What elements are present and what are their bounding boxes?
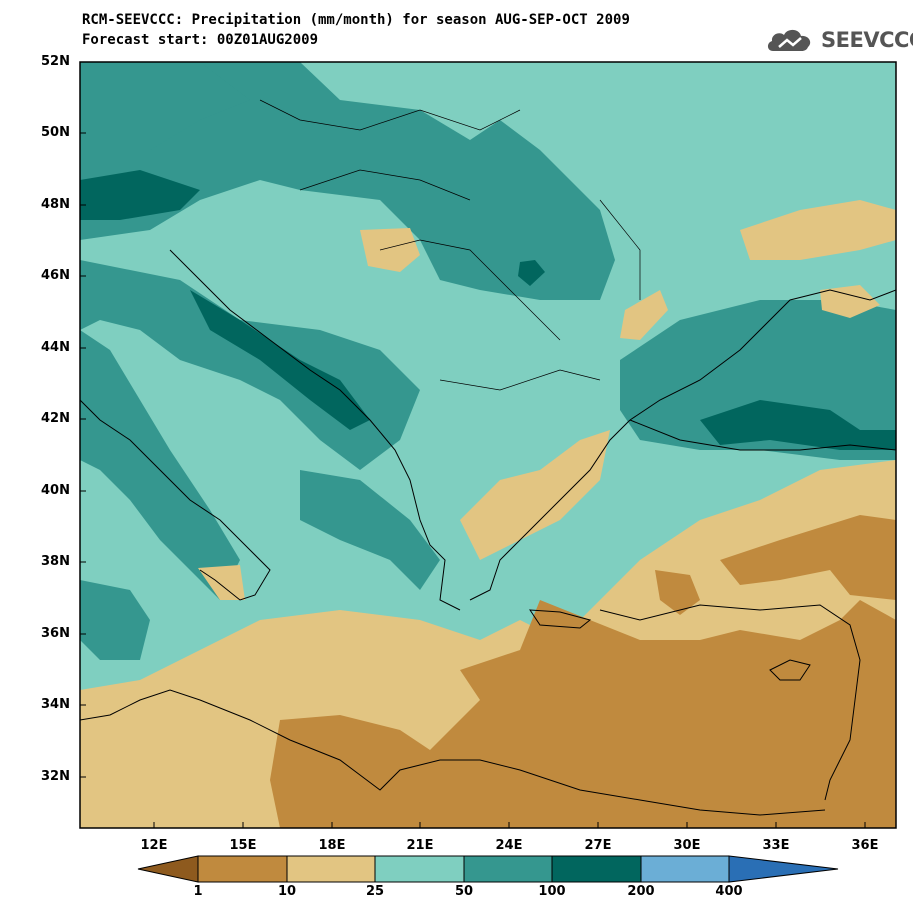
- colorbar: [137, 855, 839, 883]
- lat-label: 44N: [41, 340, 70, 355]
- coast-blacksea-north: [629, 289, 896, 421]
- colorbar-label: 25: [365, 884, 385, 899]
- coast-africa: [80, 689, 826, 816]
- coast-italy: [80, 399, 271, 601]
- precipitation-field: [80, 62, 896, 828]
- coast-levant: [599, 604, 861, 801]
- colorbar-swatch-200-400: [640, 855, 730, 883]
- lat-ticks: [80, 61, 86, 778]
- colorbar-label: 10: [277, 884, 297, 899]
- lat-label: 36N: [41, 626, 70, 641]
- colorbar-swatch-10-25: [286, 855, 376, 883]
- coast-crete: [529, 609, 592, 629]
- colorbar-label: 1: [193, 884, 203, 899]
- field-10-25-crimea: [820, 285, 880, 318]
- colorbar-swatch-lt1: [137, 855, 199, 883]
- coast-adriatic-east: [169, 249, 461, 611]
- colorbar-label: 200: [627, 884, 655, 899]
- lon-ticks: [153, 822, 866, 828]
- field-1-10-libya-egypt: [270, 600, 896, 828]
- lon-label: 15E: [229, 838, 257, 853]
- lon-label: 12E: [140, 838, 168, 853]
- field-10-25-sicily: [198, 565, 245, 600]
- colorbar-swatch-100-200: [551, 855, 642, 883]
- field-10-25-aegean: [460, 430, 610, 560]
- seevccc-logo: SEEVCCC: [765, 24, 913, 56]
- colorbar-label: 400: [715, 884, 743, 899]
- lat-label: 50N: [41, 125, 70, 140]
- field-100-200-carpathian: [518, 260, 545, 286]
- field-50-100-nw: [80, 62, 250, 150]
- lon-label: 36E: [851, 838, 879, 853]
- coast-cyprus: [769, 659, 811, 681]
- lon-label: 30E: [673, 838, 701, 853]
- lat-label: 42N: [41, 411, 70, 426]
- field-100-200-alps: [80, 170, 200, 220]
- field-10-25-ukraine: [740, 200, 896, 260]
- colorbar-swatch-50-100: [463, 855, 553, 883]
- lon-label: 21E: [406, 838, 434, 853]
- lat-label: 32N: [41, 769, 70, 784]
- field-10-25-hungary: [360, 228, 420, 272]
- map-title: RCM-SEEVCCC: Precipitation (mm/month) fo…: [82, 12, 630, 28]
- lon-label: 33E: [762, 838, 790, 853]
- field-100-200-dinaric: [190, 290, 370, 430]
- coastlines: [80, 99, 896, 816]
- forecast-start-label: Forecast start: 00Z01AUG2009: [82, 32, 319, 48]
- lat-label: 46N: [41, 268, 70, 283]
- colorbar-swatch-25-50: [374, 855, 465, 883]
- coast-blacksea-south: [629, 419, 896, 451]
- lat-label: 34N: [41, 697, 70, 712]
- field-50-100-adriatic: [300, 470, 440, 590]
- field-50-100-italy: [80, 330, 240, 600]
- lon-label: 27E: [584, 838, 612, 853]
- field-50-100-north: [80, 62, 615, 300]
- field-50-100-sw: [80, 580, 150, 660]
- map-frame: [79, 61, 897, 829]
- logo-text: SEEVCCC: [821, 28, 913, 52]
- colorbar-swatch-1-10: [197, 855, 288, 883]
- lat-label: 52N: [41, 54, 70, 69]
- lat-label: 38N: [41, 554, 70, 569]
- lon-label: 24E: [495, 838, 523, 853]
- lat-label: 48N: [41, 197, 70, 212]
- colorbar-swatch-gt400: [728, 855, 839, 883]
- coast-aegean: [469, 419, 631, 601]
- field-10-25-odessa: [620, 290, 668, 340]
- cloud-icon: [767, 29, 811, 51]
- field-100-200-blacksea: [700, 400, 896, 450]
- field-1-10-turkey: [720, 515, 896, 600]
- country-borders: [259, 99, 641, 391]
- colorbar-label: 100: [538, 884, 566, 899]
- lat-label: 40N: [41, 483, 70, 498]
- lon-label: 18E: [318, 838, 346, 853]
- field-1-10-anatolia: [655, 570, 700, 615]
- colorbar-label: 50: [454, 884, 474, 899]
